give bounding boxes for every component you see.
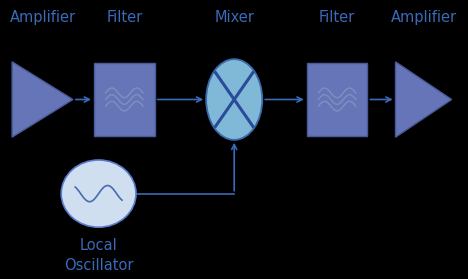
Polygon shape (395, 62, 452, 137)
Text: Mixer: Mixer (214, 10, 254, 25)
Ellipse shape (61, 160, 136, 227)
FancyBboxPatch shape (94, 63, 155, 136)
Text: Local
Oscillator: Local Oscillator (64, 238, 133, 273)
Text: Amplifier: Amplifier (390, 10, 457, 25)
Text: Amplifier: Amplifier (9, 10, 75, 25)
Text: Filter: Filter (319, 10, 355, 25)
Polygon shape (12, 62, 73, 137)
Text: Filter: Filter (106, 10, 142, 25)
FancyBboxPatch shape (307, 63, 367, 136)
Ellipse shape (206, 59, 262, 140)
